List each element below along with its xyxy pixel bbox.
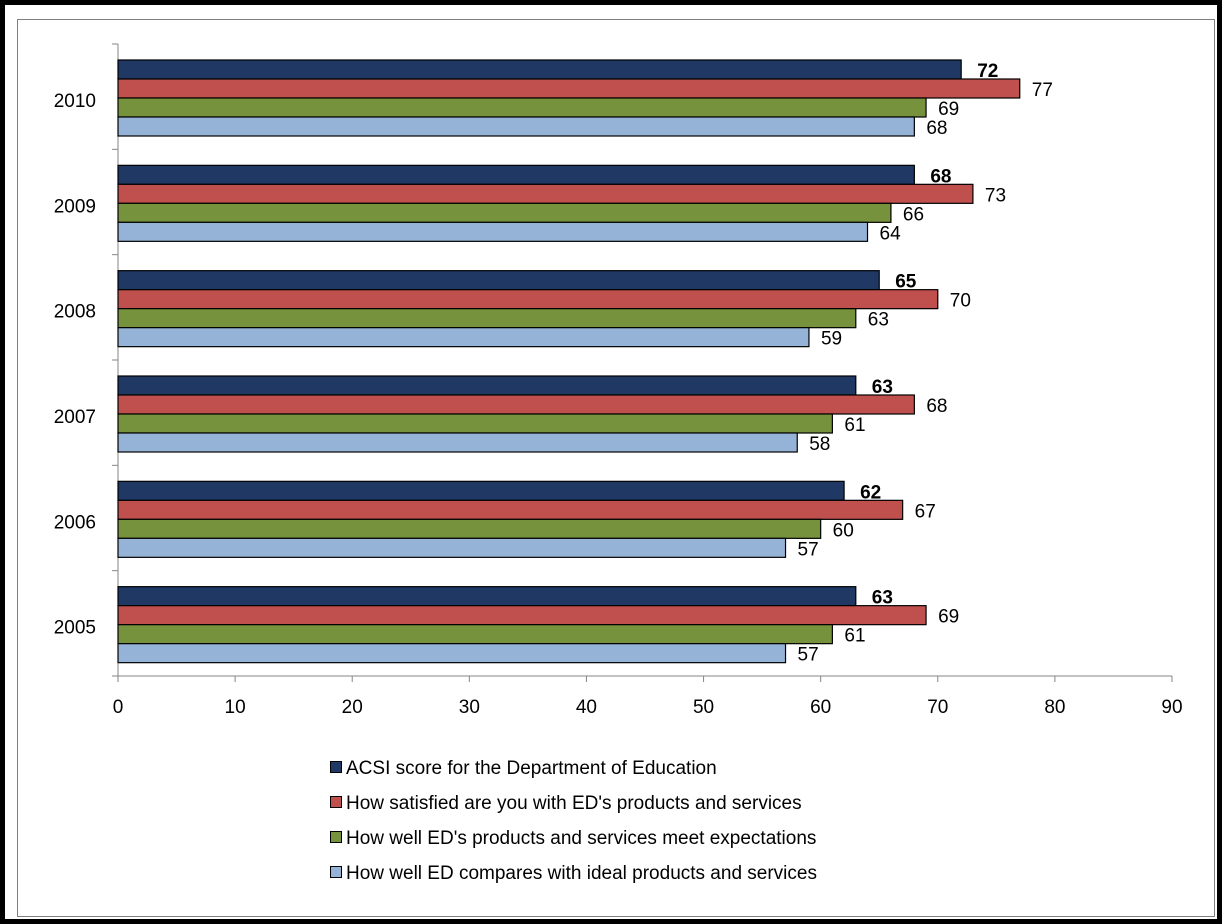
- data-label-2008-series-3: 63: [868, 310, 889, 331]
- bar-2010-series-3: [117, 97, 927, 118]
- y-tick-label-2006: 2006: [54, 512, 96, 533]
- axes: 0 10 20 30 40 50 60 70 80 90 2010 2009 2008 2007 2006 2…: [54, 43, 1183, 718]
- data-label-2005-series-1: 63: [872, 588, 893, 609]
- bar-2006-series-2: [117, 499, 904, 520]
- bar-2006-series-1: [117, 480, 845, 501]
- bar-2008-series-3: [117, 308, 857, 329]
- legend-label-3: How well ED's products and services meet…: [346, 828, 817, 849]
- bar-2005-series-2: [117, 605, 927, 626]
- legend-item-2: How satisfied are you with ED's products…: [330, 791, 970, 826]
- legend-swatch-1: [330, 760, 342, 773]
- bar-2009-series-1: [117, 164, 915, 185]
- x-tick-label: 50: [693, 697, 714, 718]
- data-label-2008-series-2: 70: [950, 291, 971, 312]
- x-tick-label: 10: [225, 697, 246, 718]
- bar-2005-series-1: [117, 586, 857, 607]
- x-tick-label: 90: [1161, 697, 1182, 718]
- legend-label-4: How well ED compares with ideal products…: [346, 863, 817, 884]
- data-label-2007-series-2: 68: [926, 396, 947, 417]
- y-tick-label-2005: 2005: [54, 618, 96, 639]
- bar-2008-series-1: [117, 270, 880, 291]
- y-tick-label-2008: 2008: [54, 302, 96, 323]
- bar-2010-series-1: [117, 59, 962, 80]
- bar-2007-series-1: [117, 375, 857, 396]
- data-labels: 7277696868736664657063596368615862676057…: [798, 61, 1053, 666]
- bar-2008-series-4: [117, 327, 810, 348]
- data-label-2006-series-2: 67: [915, 501, 936, 522]
- legend-item-1: ACSI score for the Department of Educati…: [330, 756, 970, 791]
- x-tick-label: 60: [810, 697, 831, 718]
- legend: ACSI score for the Department of Educati…: [330, 756, 970, 896]
- legend-item-3: How well ED's products and services meet…: [330, 826, 970, 861]
- bar-2006-series-3: [117, 518, 822, 539]
- x-tick-label: 0: [113, 697, 124, 718]
- bar-2006-series-4: [117, 537, 787, 558]
- bar-2007-series-4: [117, 432, 798, 453]
- x-tick-label: 70: [927, 697, 948, 718]
- data-label-2008-series-1: 65: [895, 272, 917, 293]
- bar-2010-series-4: [117, 116, 915, 137]
- x-tick-label: 80: [1044, 697, 1065, 718]
- y-tick-label-2009: 2009: [54, 196, 96, 217]
- data-label-2009-series-2: 73: [985, 185, 1006, 206]
- bar-2005-series-3: [117, 624, 833, 645]
- data-label-2006-series-3: 60: [833, 520, 854, 541]
- legend-label-1: ACSI score for the Department of Educati…: [346, 758, 717, 779]
- y-tick-label-2010: 2010: [54, 91, 96, 112]
- data-label-2007-series-3: 61: [844, 415, 865, 436]
- data-label-2008-series-4: 59: [821, 329, 842, 350]
- bar-2009-series-2: [117, 183, 974, 204]
- legend-swatch-3: [330, 830, 342, 843]
- bar-2005-series-4: [117, 643, 787, 664]
- data-label-2006-series-1: 62: [860, 482, 881, 503]
- legend-swatch-2: [330, 795, 342, 808]
- legend-item-4: How well ED compares with ideal products…: [330, 861, 970, 896]
- bar-2009-series-3: [117, 202, 892, 223]
- x-tick-label: 40: [576, 697, 597, 718]
- x-tick-label: 30: [459, 697, 480, 718]
- data-label-2005-series-3: 61: [844, 626, 865, 647]
- bar-2010-series-2: [117, 78, 1021, 99]
- data-label-2010-series-2: 77: [1032, 80, 1053, 101]
- data-label-2010-series-4: 68: [926, 118, 947, 139]
- data-label-2005-series-2: 69: [938, 607, 959, 628]
- x-tick-label: 20: [342, 697, 363, 718]
- legend-label-2: How satisfied are you with ED's products…: [346, 793, 802, 814]
- bars: [117, 59, 1021, 664]
- bar-2007-series-3: [117, 413, 833, 434]
- data-label-2007-series-4: 58: [809, 434, 830, 455]
- data-label-2009-series-3: 66: [903, 204, 924, 225]
- data-label-2007-series-1: 63: [872, 377, 893, 398]
- bar-2008-series-2: [117, 289, 939, 310]
- data-label-2010-series-3: 69: [938, 99, 959, 120]
- data-label-2009-series-4: 64: [880, 223, 902, 244]
- y-tick-label-2007: 2007: [54, 407, 96, 428]
- data-label-2009-series-1: 68: [930, 166, 951, 187]
- data-label-2010-series-1: 72: [977, 61, 998, 82]
- data-label-2005-series-4: 57: [798, 645, 819, 666]
- bar-2009-series-4: [117, 221, 869, 242]
- data-label-2006-series-4: 57: [798, 539, 819, 560]
- bar-2007-series-2: [117, 394, 915, 415]
- chart-area-border: [17, 19, 1215, 917]
- legend-swatch-4: [330, 865, 342, 878]
